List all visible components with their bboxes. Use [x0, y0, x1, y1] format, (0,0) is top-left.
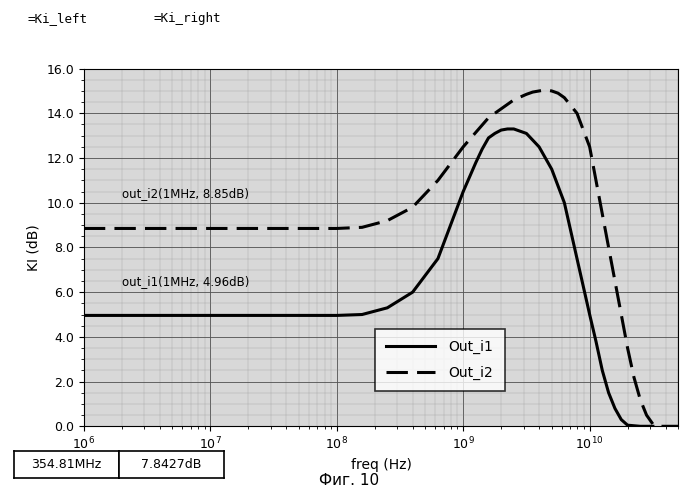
Out_i2	[661, 423, 670, 429]
Out_i2	[522, 91, 531, 97]
Out_i1	[408, 289, 417, 295]
Line: Out_i2: Out_i2	[84, 90, 678, 426]
Out_i2	[586, 144, 594, 150]
Out_i1	[624, 422, 632, 428]
Out_i2	[642, 412, 651, 418]
Out_i1	[547, 166, 556, 172]
Out_i2	[624, 345, 632, 351]
Out_i1	[333, 313, 341, 318]
Out_i2	[528, 89, 537, 95]
Out_i1	[636, 423, 644, 429]
Out_i1	[572, 256, 581, 262]
Out_i1	[510, 126, 518, 132]
Out_i2	[630, 374, 638, 380]
Out_i2	[358, 224, 366, 230]
Out_i1	[605, 390, 613, 396]
Out_i1	[586, 312, 594, 318]
Out_i2	[383, 218, 391, 223]
Out_i1	[472, 160, 480, 166]
Out_i1	[503, 126, 512, 132]
Text: =Ki_right: =Ki_right	[154, 12, 222, 25]
Out_i1	[522, 130, 531, 136]
Out_i1	[491, 130, 499, 136]
Out_i2	[554, 90, 562, 96]
Out_i1	[383, 305, 391, 311]
Out_i2	[636, 396, 644, 402]
Out_i2	[535, 88, 543, 94]
Out_i1	[80, 313, 88, 318]
Out_i1	[535, 144, 543, 150]
Out_i2	[668, 423, 676, 429]
Text: =Ki_left: =Ki_left	[28, 12, 88, 25]
Out_i1	[206, 313, 215, 318]
Out_i2	[611, 278, 619, 284]
Out_i1	[358, 312, 366, 318]
Text: out_i2(1MHz, 8.85dB): out_i2(1MHz, 8.85dB)	[122, 188, 249, 200]
Legend: Out_i1, Out_i2: Out_i1, Out_i2	[375, 329, 505, 391]
Out_i1	[560, 200, 568, 206]
Text: 354.81MHz: 354.81MHz	[31, 458, 101, 471]
Out_i2	[433, 177, 442, 183]
Out_i2	[333, 225, 341, 231]
Out_i1	[143, 313, 151, 318]
Out_i2	[269, 225, 278, 231]
Out_i1	[497, 127, 505, 133]
Out_i1	[484, 135, 493, 141]
Y-axis label: KI (dB): KI (dB)	[27, 224, 41, 271]
Out_i2	[674, 423, 682, 429]
Out_i2	[560, 95, 568, 100]
Line: Out_i1: Out_i1	[84, 129, 653, 426]
Out_i1	[592, 339, 600, 344]
Out_i2	[572, 110, 581, 116]
Out_i1	[649, 423, 657, 429]
Out_i2	[655, 423, 663, 429]
Out_i2	[206, 225, 215, 231]
Out_i1	[433, 256, 442, 262]
Out_i2	[80, 225, 88, 231]
Out_i1	[611, 406, 619, 412]
Text: Фиг. 10: Фиг. 10	[319, 472, 380, 488]
Out_i2	[459, 144, 468, 150]
Out_i1	[459, 189, 468, 195]
Out_i1	[478, 146, 487, 152]
Out_i2	[547, 88, 556, 94]
Text: 7.8427dB: 7.8427dB	[141, 458, 201, 471]
Text: out_i1(1MHz, 4.96dB): out_i1(1MHz, 4.96dB)	[122, 275, 250, 288]
Out_i2	[598, 211, 607, 217]
Out_i1	[269, 313, 278, 318]
Out_i1	[617, 416, 626, 422]
Out_i2	[484, 115, 493, 121]
Out_i2	[649, 421, 657, 427]
Out_i2	[408, 204, 417, 210]
X-axis label: freq (Hz): freq (Hz)	[350, 458, 412, 472]
Out_i2	[143, 225, 151, 231]
Out_i1	[598, 368, 607, 373]
Out_i2	[541, 87, 549, 93]
Out_i2	[510, 97, 518, 103]
